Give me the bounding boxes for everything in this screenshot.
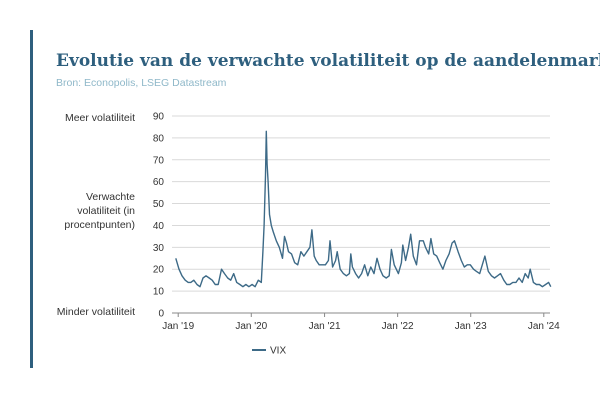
x-tick-label: Jan '21 bbox=[309, 321, 341, 332]
y-tick-label: 70 bbox=[153, 155, 165, 166]
y-tick-label: 0 bbox=[158, 309, 164, 320]
y-label-more-volatility: Meer volatiliteit bbox=[64, 112, 135, 124]
x-tick-label: Jan '24 bbox=[528, 321, 560, 332]
x-tick-label: Jan '23 bbox=[455, 321, 487, 332]
chart-source: Bron: Econopolis, LSEG Datastream bbox=[56, 77, 227, 89]
x-tick-label: Jan '22 bbox=[382, 321, 414, 332]
y-tick-label: 90 bbox=[153, 112, 165, 123]
y-tick-label: 20 bbox=[153, 265, 165, 276]
x-tick-label: Jan '20 bbox=[235, 321, 267, 332]
accent-bar bbox=[30, 30, 33, 368]
y-tick-label: 10 bbox=[153, 287, 165, 298]
y-label-less-volatility: Minder volatiliteit bbox=[56, 306, 135, 318]
y-tick-label: 60 bbox=[153, 177, 165, 188]
y-tick-label: 30 bbox=[153, 243, 165, 254]
y-tick-label: 40 bbox=[153, 221, 165, 232]
y-axis-title: Verwachte volatiliteit (in procentpunten… bbox=[64, 191, 135, 231]
y-tick-label: 80 bbox=[153, 133, 165, 144]
legend-label-vix: VIX bbox=[270, 346, 286, 357]
series-line-vix bbox=[175, 130, 552, 288]
chart-title: Evolutie van de verwachte volatiliteit o… bbox=[56, 51, 600, 71]
y-tick-label: 50 bbox=[153, 199, 165, 210]
x-tick-label: Jan '19 bbox=[162, 321, 194, 332]
